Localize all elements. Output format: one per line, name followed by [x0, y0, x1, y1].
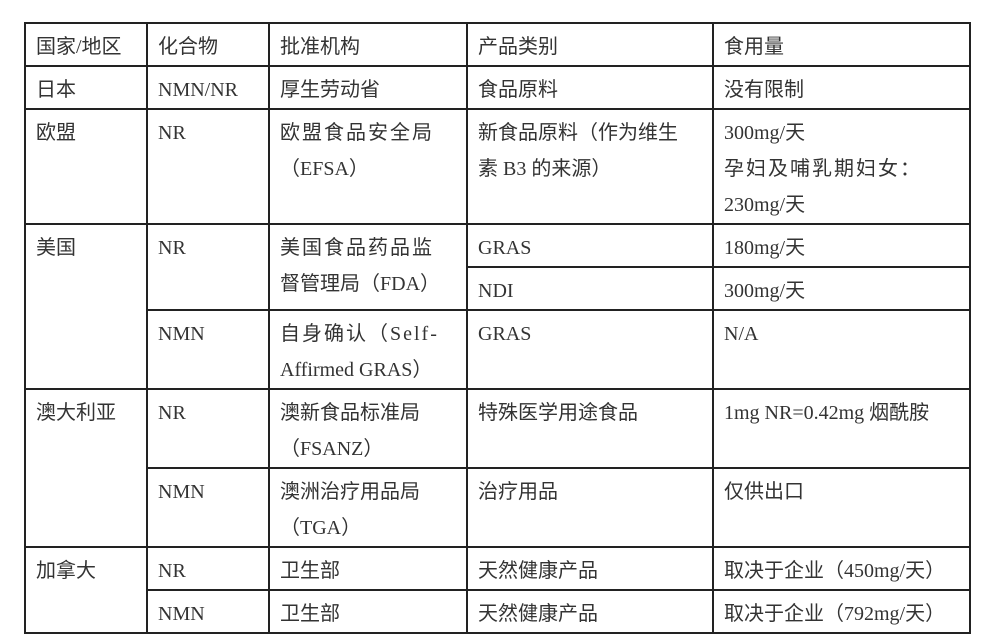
compound-cell: NR	[146, 223, 270, 311]
category-cell: 新食品原料（作为维生素 B3 的来源）	[466, 108, 714, 225]
agency-line: （TGA）	[280, 517, 362, 539]
agency-line: 督管理局（FDA）	[280, 273, 441, 295]
agency-cell: 澳新食品标准局 （FSANZ）	[268, 388, 468, 469]
country-cell: 加拿大	[24, 546, 148, 634]
dosage-cell: N/A	[712, 309, 971, 390]
agency-line: 欧盟食品安全局	[280, 122, 434, 144]
agency-cell: 美国食品药品监 督管理局（FDA）	[268, 223, 468, 311]
regulation-table: 国家/地区 化合物 批准机构 产品类别 食用量 日本 NMN/NR 厚生劳动省 …	[24, 22, 971, 634]
compound-cell: NMN	[146, 309, 270, 390]
header-cell: 国家/地区	[24, 22, 148, 67]
dosage-cell: 1mg NR=0.42mg 烟酰胺	[712, 388, 971, 469]
category-cell: NDI	[466, 266, 714, 311]
agency-line: 澳新食品标准局	[280, 402, 420, 424]
dosage-cell: 300mg/天	[712, 266, 971, 311]
dosage-cell: 300mg/天孕妇及哺乳期妇女： 230mg/天	[712, 108, 971, 225]
table-row-australia-nr: 澳大利亚 NR 澳新食品标准局 （FSANZ） 特殊医学用途食品 1mg NR=0…	[24, 388, 971, 548]
table-row-japan: 日本 NMN/NR 厚生劳动省 食品原料 没有限制	[24, 65, 971, 110]
agency-cell: 澳洲治疗用品局 （TGA）	[268, 467, 468, 548]
table-row-us-nmn: NMN 自身确认（Self- Affirmed GRAS） GRAS N/A	[25, 309, 971, 390]
header-cell: 批准机构	[268, 22, 468, 67]
header-cell: 化合物	[146, 22, 270, 67]
agency-line: 澳洲治疗用品局	[280, 481, 420, 503]
dosage-cell: 仅供出口	[712, 467, 971, 548]
agency-cell: 欧盟食品安全局 （EFSA）	[268, 108, 468, 225]
country-cell: 日本	[24, 65, 148, 110]
compound-cell: NR	[146, 546, 270, 591]
dosage-line: 230mg/天	[724, 194, 806, 216]
table-row-canada-nr: 加拿大 NR 卫生部 天然健康产品 取决于企业（450mg/天）	[24, 546, 971, 634]
agency-line: （EFSA）	[280, 158, 369, 180]
dosage-cell: 180mg/天	[712, 223, 971, 268]
header-cell: 食用量	[712, 22, 971, 67]
dosage-cell: 取决于企业（792mg/天）	[712, 589, 971, 634]
country-cell: 澳大利亚	[24, 388, 148, 548]
table-row-us-nr-gras: 美国 NR 美国食品药品监 督管理局（FDA） GRAS 180mg/天	[24, 223, 971, 390]
category-cell: 天然健康产品	[466, 589, 714, 634]
dosage-cell: 没有限制	[712, 65, 971, 110]
country-cell: 美国	[24, 223, 148, 390]
agency-cell: 自身确认（Self- Affirmed GRAS）	[268, 309, 468, 390]
country-cell: 欧盟	[24, 108, 148, 225]
agency-line: 美国食品药品监	[280, 237, 434, 259]
dosage-line: 300mg/天	[724, 122, 806, 144]
category-cell: 治疗用品	[466, 467, 714, 548]
agency-cell: 卫生部	[268, 589, 468, 634]
category-cell: GRAS	[466, 309, 714, 390]
agency-cell: 卫生部	[268, 546, 468, 591]
compound-cell: NR	[146, 108, 270, 225]
table-row-australia-nmn: NMN 澳洲治疗用品局 （TGA） 治疗用品 仅供出口	[25, 467, 971, 548]
table-row-eu: 欧盟 NR 欧盟食品安全局 （EFSA） 新食品原料（作为维生素 B3 的来源） …	[24, 108, 971, 225]
dosage-line: 孕妇及哺乳期妇女：	[724, 158, 922, 180]
agency-line: （FSANZ）	[280, 438, 384, 460]
category-cell: 天然健康产品	[466, 546, 714, 591]
category-cell: 特殊医学用途食品	[466, 388, 714, 469]
category-cell: GRAS	[466, 223, 714, 268]
compound-cell: NMN/NR	[146, 65, 270, 110]
agency-cell: 厚生劳动省	[268, 65, 468, 110]
compound-cell: NR	[146, 388, 270, 469]
category-line: 新食品原料（作为维生	[478, 122, 678, 144]
category-line: 素 B3 的来源）	[478, 158, 612, 180]
table-row-us-nr-ndi: NDI 300mg/天	[25, 266, 971, 311]
dosage-cell: 取决于企业（450mg/天）	[712, 546, 971, 591]
agency-line: Affirmed GRAS）	[280, 359, 433, 381]
agency-line: 自身确认（Self-	[280, 323, 439, 345]
compound-cell: NMN	[146, 467, 270, 548]
table-row-canada-nmn: NMN 卫生部 天然健康产品 取决于企业（792mg/天）	[25, 589, 971, 634]
category-cell: 食品原料	[466, 65, 714, 110]
header-row: 国家/地区 化合物 批准机构 产品类别 食用量	[24, 22, 971, 67]
compound-cell: NMN	[146, 589, 270, 634]
header-cell: 产品类别	[466, 22, 714, 67]
